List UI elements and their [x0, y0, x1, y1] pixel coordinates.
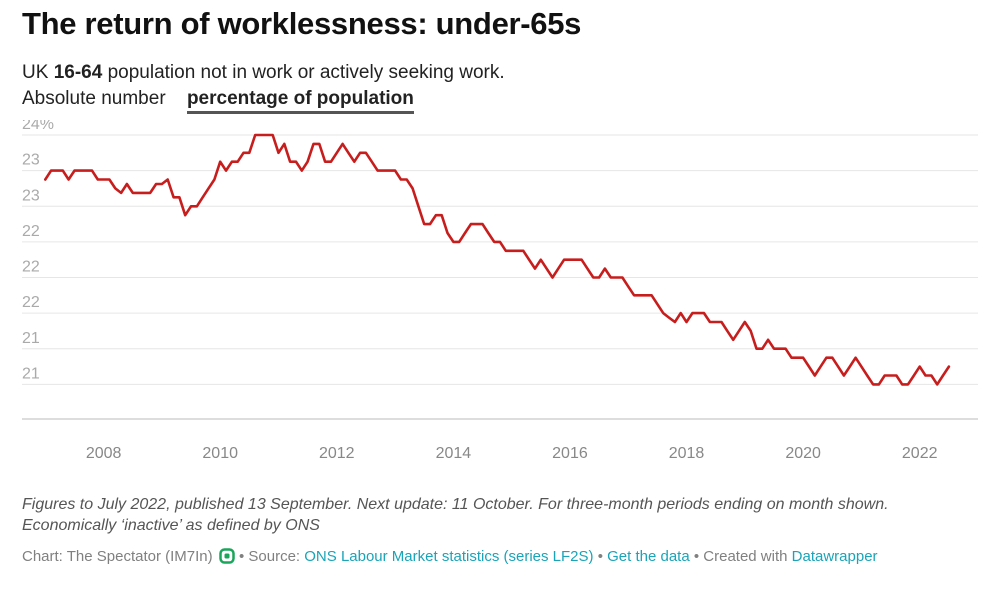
footer-sep-2: •	[593, 548, 608, 565]
y-tick-label: 21	[22, 365, 40, 382]
tab-percentage-of-population[interactable]: percentage of population	[186, 88, 414, 114]
x-axis-ticks: 2008 2010 2012 2014 2016 2018 2020 2022	[86, 445, 938, 460]
subtitle-prefix: UK	[22, 62, 54, 83]
x-tick-label: 2022	[902, 445, 938, 460]
y-axis-ticks: 24% 23 23 22 22 22 21 21	[22, 120, 54, 382]
tab-absolute-number[interactable]: Absolute number	[22, 88, 166, 109]
chart-footer: Chart: The Spectator (IM7In) • Source: O…	[22, 548, 878, 568]
chart-title: The return of worklessness: under-65s	[22, 6, 582, 41]
x-tick-label: 2020	[785, 445, 821, 460]
chart-credit: Chart: The Spectator (IM7In)	[22, 548, 213, 565]
chart-subtitle: UK 16-64 population not in work or activ…	[22, 62, 505, 84]
x-tick-label: 2008	[86, 445, 122, 460]
chart-note: Figures to July 2022, published 13 Septe…	[22, 494, 982, 536]
subtitle-suffix: population not in work or actively seeki…	[102, 62, 505, 83]
subtitle-age-range: 16-64	[53, 62, 103, 83]
x-tick-label: 2016	[552, 445, 588, 460]
y-tick-label: 22	[22, 259, 40, 276]
x-tick-label: 2012	[319, 445, 355, 460]
gridlines	[22, 134, 978, 420]
source-link[interactable]: ONS Labour Market statistics (series LF2…	[304, 548, 594, 565]
datawrapper-logo-icon	[219, 548, 235, 568]
x-tick-label: 2018	[669, 445, 705, 460]
note-line-1: Figures to July 2022, published 13 Septe…	[22, 496, 889, 513]
x-tick-label: 2010	[202, 445, 238, 460]
y-tick-label: 21	[22, 330, 40, 347]
datawrapper-link[interactable]: Datawrapper	[791, 548, 878, 565]
y-tick-label: 22	[22, 294, 40, 311]
y-tick-label: 23	[22, 187, 40, 204]
footer-sep-3: • Created with	[689, 548, 792, 565]
y-tick-label: 22	[22, 223, 40, 240]
y-tick-label: 24%	[22, 120, 54, 133]
series-lines	[44, 133, 951, 386]
get-the-data-link[interactable]: Get the data	[607, 548, 690, 565]
y-tick-label: 23	[22, 152, 40, 169]
series-line	[44, 133, 951, 386]
footer-sep-1: • Source:	[234, 548, 305, 565]
view-toggle: Absolute number percentage of population	[22, 88, 414, 116]
x-tick-label: 2014	[436, 445, 472, 460]
note-line-2: Economically ‘inactive’ as defined by ON…	[22, 517, 320, 534]
